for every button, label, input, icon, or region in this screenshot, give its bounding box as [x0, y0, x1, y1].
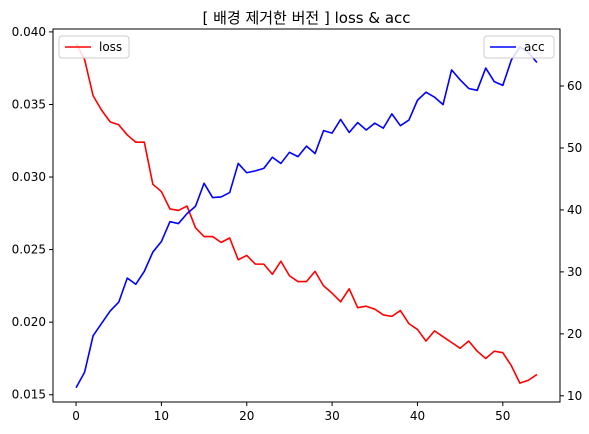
x-tick-label: 40 — [410, 409, 425, 423]
y-left-tick-label: 0.025 — [12, 243, 46, 257]
series-line-loss — [75, 43, 538, 384]
y-right-tick-label: 30 — [567, 265, 582, 279]
x-tick-label: 10 — [154, 409, 169, 423]
legend-label: acc — [524, 40, 545, 54]
legend-layer: loss acc — [58, 35, 555, 59]
y-right-tick-label: 20 — [567, 327, 582, 341]
x-tick-label: 0 — [72, 409, 80, 423]
y-left-tick-label: 0.015 — [12, 388, 46, 402]
x-tick-label: 30 — [324, 409, 339, 423]
series-layer — [75, 43, 538, 389]
y-left-tick-label: 0.030 — [12, 170, 46, 184]
y-right-tick-label: 10 — [567, 389, 582, 403]
legend-loss: loss — [58, 35, 130, 59]
legend-acc: acc — [483, 35, 555, 59]
y-right-tick-label: 60 — [567, 79, 582, 93]
y-axis-right: 10 20 30 40 50 60 — [560, 79, 582, 403]
y-right-tick-label: 40 — [567, 203, 582, 217]
y-axis-left: 0.015 0.020 0.025 0.030 0.035 0.040 — [12, 25, 53, 402]
legend-box — [483, 35, 555, 59]
legend-label: loss — [99, 40, 122, 54]
plot-area — [52, 28, 561, 403]
x-tick-label: 50 — [495, 409, 510, 423]
series-line-acc — [75, 46, 538, 389]
chart-title: [ 배경 제거한 버전 ] loss & acc — [202, 9, 410, 27]
x-axis: 0 10 20 30 40 50 — [72, 402, 510, 423]
y-left-tick-label: 0.020 — [12, 315, 46, 329]
y-left-tick-label: 0.040 — [12, 25, 46, 39]
x-tick-label: 20 — [239, 409, 254, 423]
legend-box — [58, 35, 130, 59]
y-left-tick-label: 0.035 — [12, 97, 46, 111]
y-right-tick-label: 50 — [567, 141, 582, 155]
